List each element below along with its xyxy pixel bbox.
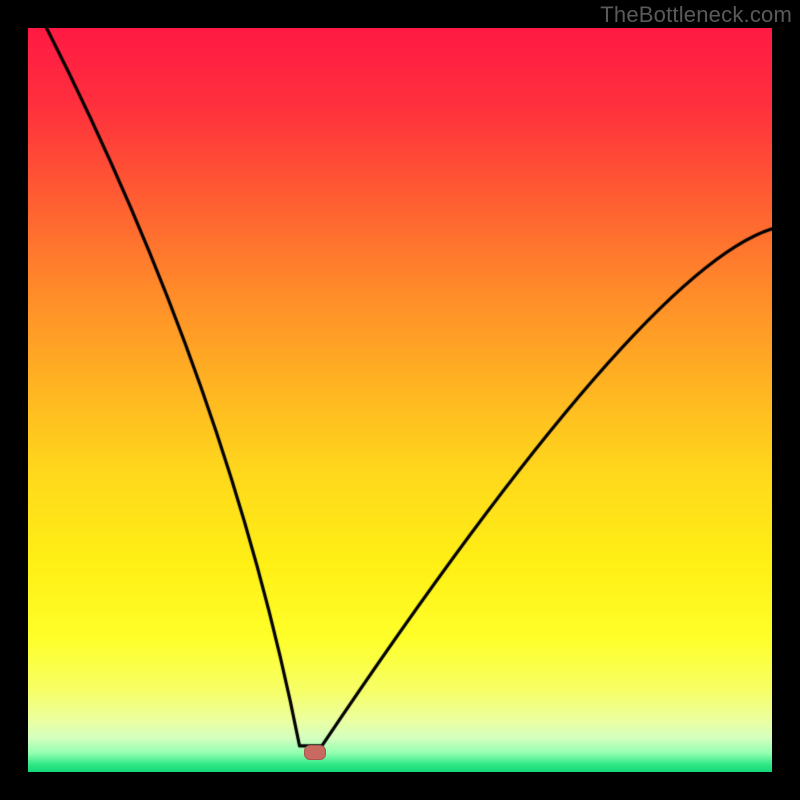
- bottleneck-curve: [28, 28, 772, 772]
- chart-container: TheBottleneck.com: [0, 0, 800, 800]
- plot-area: [28, 28, 772, 772]
- watermark-text: TheBottleneck.com: [600, 2, 792, 28]
- optimal-point-marker: [304, 745, 326, 760]
